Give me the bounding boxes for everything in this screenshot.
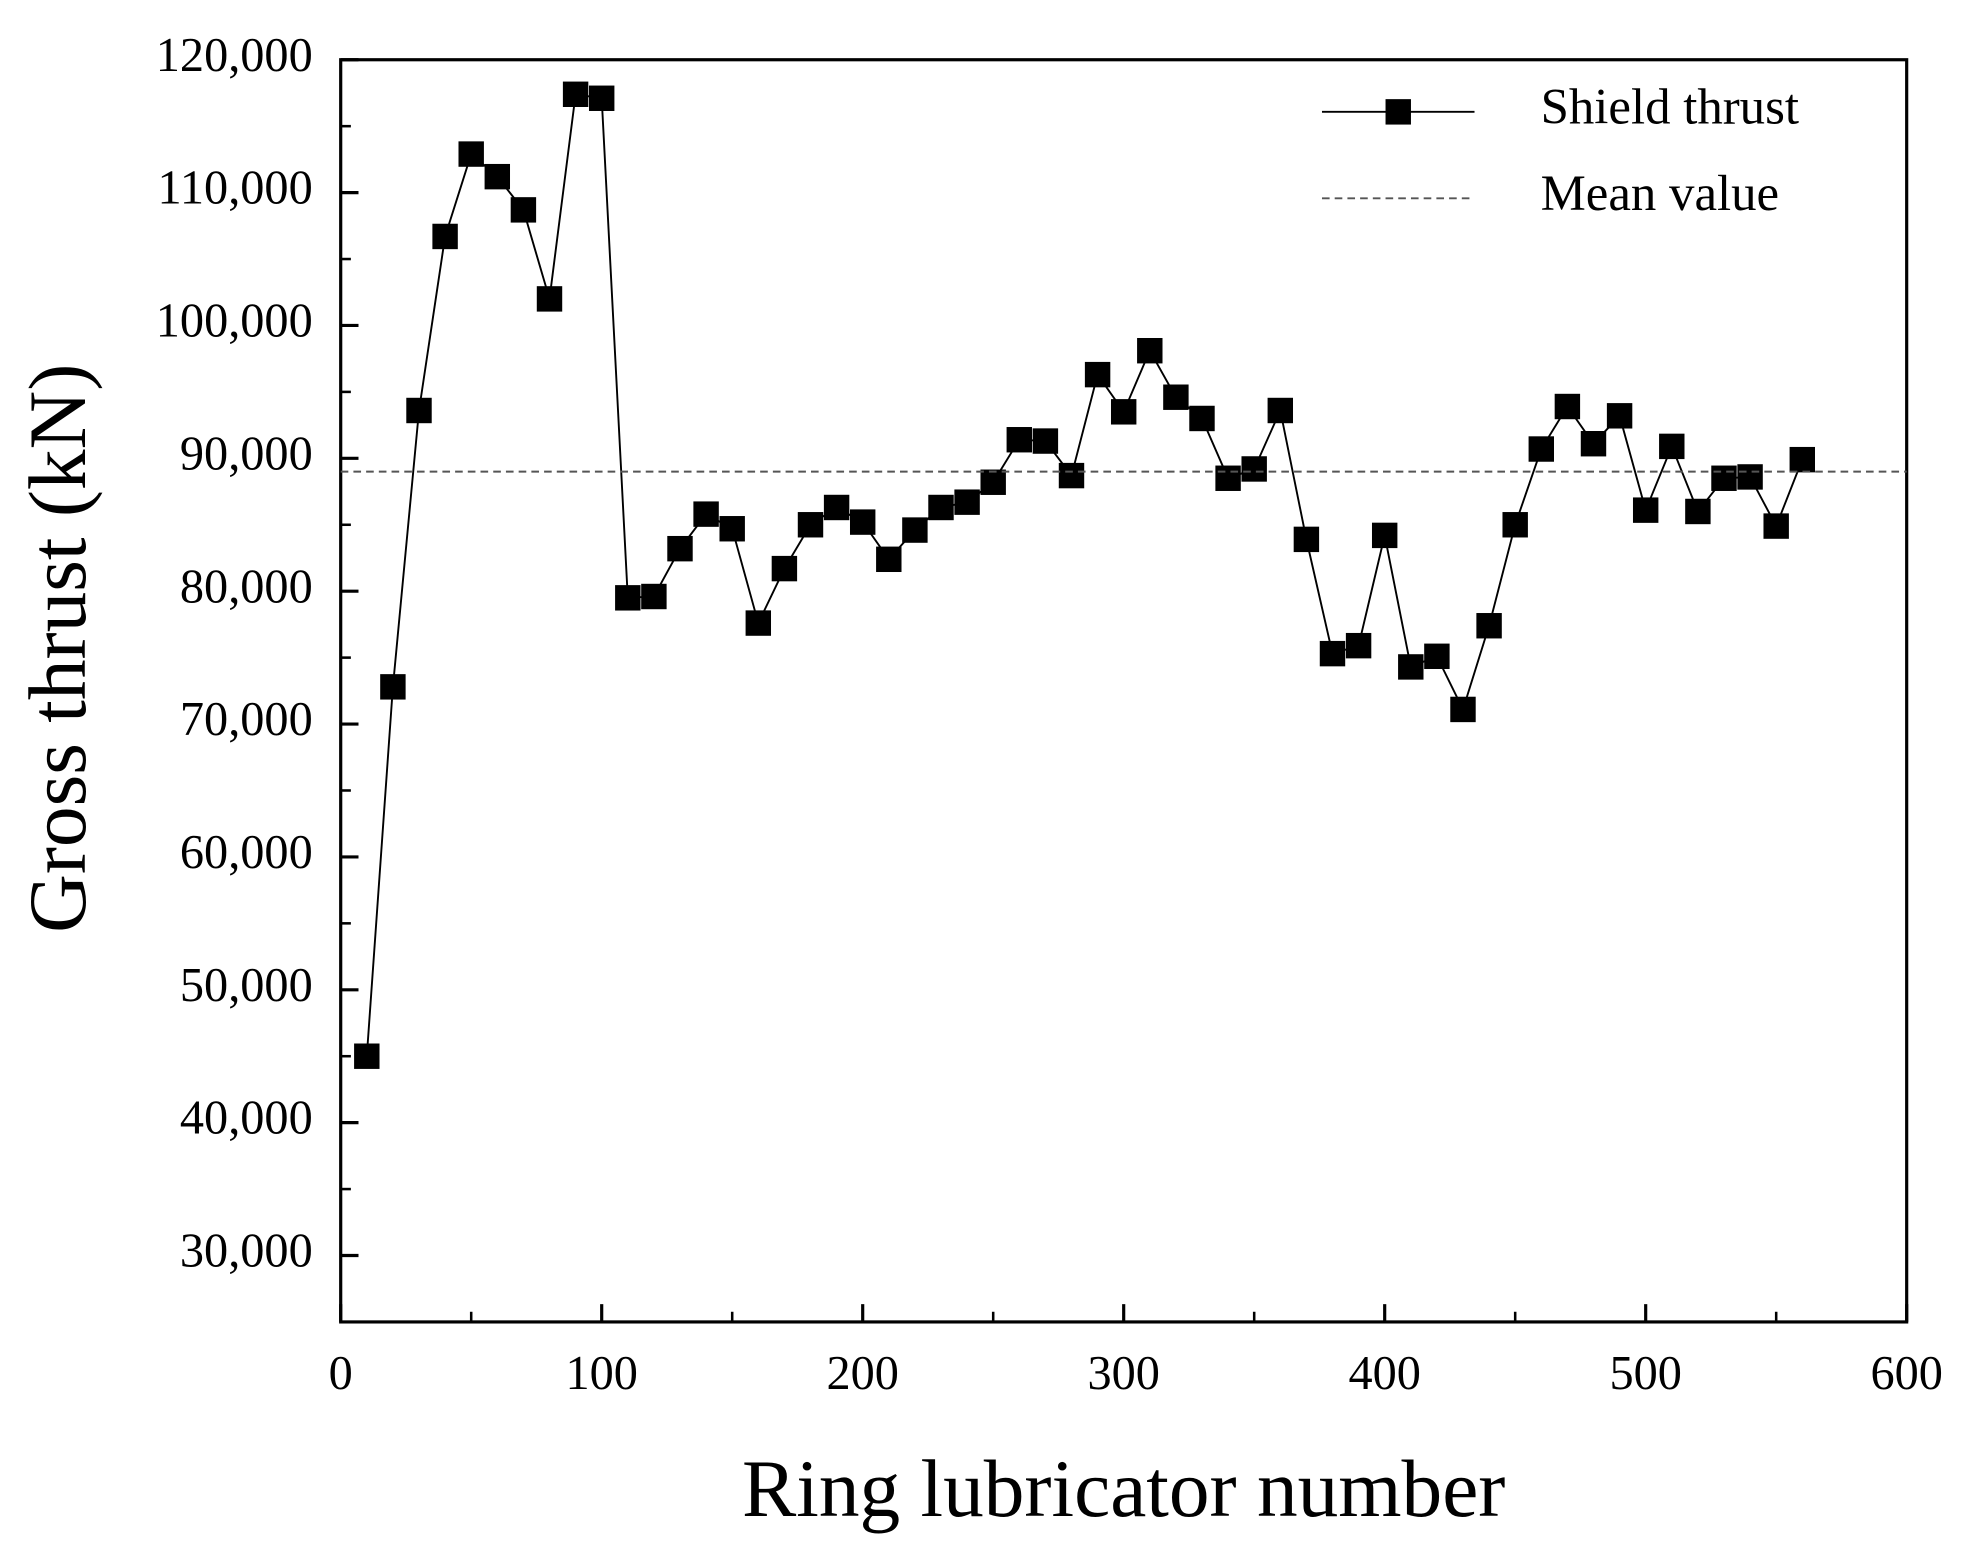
data-point	[406, 397, 432, 424]
data-point	[1137, 337, 1163, 364]
data-point	[562, 81, 589, 107]
y-tick-label: 30,000	[180, 1225, 313, 1278]
data-point	[1215, 465, 1241, 491]
data-point	[771, 555, 798, 582]
data-point	[1632, 497, 1659, 523]
data-point	[1737, 464, 1763, 490]
data-point	[510, 197, 537, 223]
y-tick-label: 90,000	[180, 427, 313, 480]
data-point	[536, 286, 563, 312]
x-tick-label: 100	[565, 1347, 637, 1400]
data-point	[1345, 632, 1372, 659]
data-point	[354, 1043, 380, 1069]
data-point	[380, 674, 406, 700]
data-point	[1189, 405, 1215, 432]
data-point	[1502, 512, 1528, 538]
y-tick-label: 70,000	[180, 693, 313, 746]
legend-label: Shield thrust	[1541, 79, 1799, 135]
data-point	[1398, 654, 1424, 680]
data-point	[1711, 465, 1737, 491]
y-tick-label: 60,000	[180, 826, 313, 879]
data-point	[1580, 431, 1607, 457]
data-point	[1032, 428, 1059, 454]
data-point	[823, 494, 850, 521]
data-point	[1685, 498, 1711, 525]
data-point	[1476, 613, 1502, 639]
data-point	[458, 141, 484, 167]
data-point	[928, 494, 954, 521]
data-point	[693, 501, 719, 527]
data-point	[641, 583, 667, 610]
x-tick-label: 400	[1348, 1347, 1420, 1400]
data-point	[797, 512, 824, 538]
data-point	[1789, 446, 1815, 473]
data-point	[1659, 433, 1685, 460]
data-point	[1528, 436, 1554, 462]
plot-frame	[339, 58, 1909, 1324]
data-point	[1554, 393, 1581, 420]
data-point	[980, 469, 1006, 495]
data-point	[432, 223, 458, 250]
data-point	[1450, 696, 1476, 723]
data-point	[1163, 384, 1189, 410]
y-tick-label: 50,000	[180, 959, 313, 1012]
x-tick-label: 600	[1870, 1347, 1942, 1400]
data-point	[1371, 522, 1398, 549]
data-point	[954, 489, 980, 515]
data-point	[902, 517, 928, 543]
data-point	[615, 585, 641, 611]
y-tick-label: 100,000	[156, 295, 313, 348]
y-axis-label: Gross thrust (kN)	[13, 364, 103, 933]
data-point	[1293, 526, 1320, 553]
data-point	[1319, 640, 1346, 667]
data-point	[1424, 643, 1450, 670]
data-point	[1006, 427, 1033, 453]
y-tick-label: 120,000	[156, 29, 313, 82]
data-point	[484, 163, 511, 190]
x-tick-label: 0	[329, 1347, 353, 1400]
x-tick-label: 200	[826, 1347, 898, 1400]
data-point	[1110, 399, 1137, 425]
data-point	[1084, 361, 1111, 388]
x-axis-label: Ring lubricator number	[742, 1444, 1505, 1534]
x-tick-label: 500	[1609, 1347, 1681, 1400]
data-point	[667, 535, 693, 562]
y-tick-label: 40,000	[180, 1092, 313, 1145]
data-point	[1267, 397, 1294, 424]
data-point	[719, 516, 745, 542]
data-point	[745, 610, 772, 636]
data-point	[588, 85, 615, 111]
legend-label: Mean value	[1541, 165, 1780, 221]
data-point	[1763, 513, 1789, 539]
legend-marker	[1385, 99, 1411, 125]
data-point	[1058, 462, 1085, 489]
y-tick-label: 80,000	[180, 560, 313, 613]
y-tick-label: 110,000	[158, 162, 313, 215]
series-line	[365, 93, 1804, 1057]
data-point	[1241, 456, 1267, 482]
data-point	[1606, 403, 1633, 429]
data-point	[876, 546, 902, 573]
x-tick-label: 300	[1087, 1347, 1159, 1400]
data-point	[849, 509, 876, 535]
